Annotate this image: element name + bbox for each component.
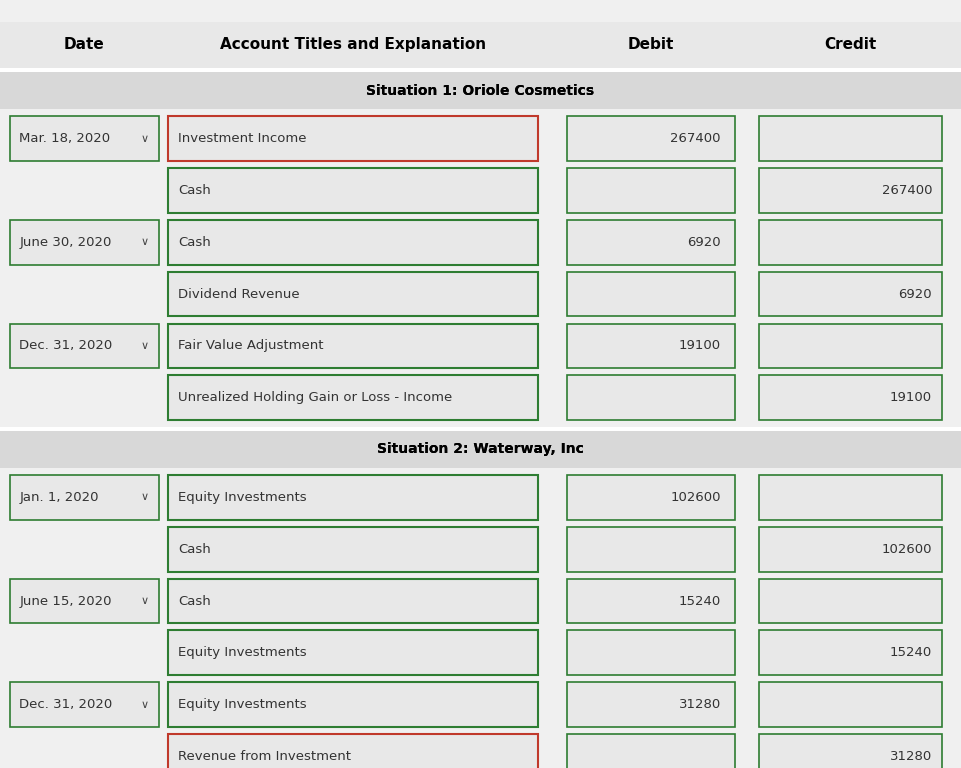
FancyBboxPatch shape bbox=[759, 376, 942, 420]
Text: 267400: 267400 bbox=[881, 184, 932, 197]
FancyBboxPatch shape bbox=[10, 579, 159, 624]
Text: 102600: 102600 bbox=[670, 491, 721, 504]
Text: Situation 1: Oriole Cosmetics: Situation 1: Oriole Cosmetics bbox=[366, 84, 595, 98]
Text: Cash: Cash bbox=[178, 184, 210, 197]
Text: Jan. 1, 2020: Jan. 1, 2020 bbox=[19, 491, 99, 504]
FancyBboxPatch shape bbox=[567, 220, 735, 264]
FancyBboxPatch shape bbox=[759, 272, 942, 316]
FancyBboxPatch shape bbox=[759, 579, 942, 624]
FancyBboxPatch shape bbox=[10, 323, 159, 368]
FancyBboxPatch shape bbox=[759, 631, 942, 675]
Text: Cash: Cash bbox=[178, 236, 210, 249]
Text: Cash: Cash bbox=[178, 594, 210, 607]
Text: Fair Value Adjustment: Fair Value Adjustment bbox=[178, 339, 323, 353]
FancyBboxPatch shape bbox=[759, 734, 942, 768]
FancyBboxPatch shape bbox=[10, 475, 159, 520]
Text: 19100: 19100 bbox=[678, 339, 721, 353]
FancyBboxPatch shape bbox=[10, 682, 159, 727]
FancyBboxPatch shape bbox=[567, 682, 735, 727]
FancyBboxPatch shape bbox=[759, 117, 942, 161]
Text: Cash: Cash bbox=[178, 543, 210, 556]
Text: Unrealized Holding Gain or Loss - Income: Unrealized Holding Gain or Loss - Income bbox=[178, 391, 452, 404]
Text: 15240: 15240 bbox=[678, 594, 721, 607]
FancyBboxPatch shape bbox=[168, 168, 538, 213]
FancyBboxPatch shape bbox=[0, 68, 961, 72]
FancyBboxPatch shape bbox=[567, 734, 735, 768]
FancyBboxPatch shape bbox=[567, 527, 735, 571]
FancyBboxPatch shape bbox=[759, 168, 942, 213]
Text: Investment Income: Investment Income bbox=[178, 132, 307, 145]
FancyBboxPatch shape bbox=[0, 22, 961, 68]
Text: Equity Investments: Equity Investments bbox=[178, 647, 307, 659]
Text: Account Titles and Explanation: Account Titles and Explanation bbox=[220, 38, 486, 52]
FancyBboxPatch shape bbox=[168, 117, 538, 161]
FancyBboxPatch shape bbox=[168, 220, 538, 264]
Text: 19100: 19100 bbox=[890, 391, 932, 404]
FancyBboxPatch shape bbox=[759, 323, 942, 368]
FancyBboxPatch shape bbox=[10, 220, 159, 264]
Text: Situation 2: Waterway, Inc: Situation 2: Waterway, Inc bbox=[377, 442, 584, 456]
FancyBboxPatch shape bbox=[759, 475, 942, 520]
Text: Dec. 31, 2020: Dec. 31, 2020 bbox=[19, 698, 112, 711]
FancyBboxPatch shape bbox=[10, 117, 159, 161]
Text: Situation 1: Oriole Cosmetics: Situation 1: Oriole Cosmetics bbox=[366, 84, 595, 98]
Text: Equity Investments: Equity Investments bbox=[178, 698, 307, 711]
Text: ∨: ∨ bbox=[140, 134, 148, 144]
Text: ∨: ∨ bbox=[140, 492, 148, 502]
FancyBboxPatch shape bbox=[0, 0, 961, 719]
Text: June 15, 2020: June 15, 2020 bbox=[19, 594, 111, 607]
Text: 31280: 31280 bbox=[678, 698, 721, 711]
FancyBboxPatch shape bbox=[567, 323, 735, 368]
Text: Dec. 31, 2020: Dec. 31, 2020 bbox=[19, 339, 112, 353]
Text: 31280: 31280 bbox=[890, 750, 932, 763]
FancyBboxPatch shape bbox=[0, 431, 961, 468]
FancyBboxPatch shape bbox=[0, 72, 961, 109]
Text: Revenue from Investment: Revenue from Investment bbox=[178, 750, 351, 763]
Text: 6920: 6920 bbox=[687, 236, 721, 249]
Text: Date: Date bbox=[63, 38, 105, 52]
Text: Credit: Credit bbox=[825, 38, 876, 52]
FancyBboxPatch shape bbox=[759, 682, 942, 727]
Text: Dividend Revenue: Dividend Revenue bbox=[178, 287, 300, 300]
FancyBboxPatch shape bbox=[567, 631, 735, 675]
Text: ∨: ∨ bbox=[140, 237, 148, 247]
FancyBboxPatch shape bbox=[168, 579, 538, 624]
FancyBboxPatch shape bbox=[567, 579, 735, 624]
Text: Equity Investments: Equity Investments bbox=[178, 491, 307, 504]
FancyBboxPatch shape bbox=[567, 475, 735, 520]
FancyBboxPatch shape bbox=[168, 527, 538, 571]
Text: 267400: 267400 bbox=[670, 132, 721, 145]
Text: Debit: Debit bbox=[628, 38, 675, 52]
FancyBboxPatch shape bbox=[168, 631, 538, 675]
FancyBboxPatch shape bbox=[168, 475, 538, 520]
Text: Mar. 18, 2020: Mar. 18, 2020 bbox=[19, 132, 111, 145]
Text: June 30, 2020: June 30, 2020 bbox=[19, 236, 111, 249]
FancyBboxPatch shape bbox=[0, 427, 961, 431]
Text: ∨: ∨ bbox=[140, 700, 148, 710]
FancyBboxPatch shape bbox=[567, 168, 735, 213]
FancyBboxPatch shape bbox=[168, 682, 538, 727]
FancyBboxPatch shape bbox=[759, 220, 942, 264]
FancyBboxPatch shape bbox=[168, 272, 538, 316]
FancyBboxPatch shape bbox=[567, 376, 735, 420]
Text: ∨: ∨ bbox=[140, 341, 148, 351]
FancyBboxPatch shape bbox=[759, 527, 942, 571]
FancyBboxPatch shape bbox=[168, 323, 538, 368]
FancyBboxPatch shape bbox=[567, 272, 735, 316]
Text: 102600: 102600 bbox=[881, 543, 932, 556]
Text: 6920: 6920 bbox=[899, 287, 932, 300]
FancyBboxPatch shape bbox=[168, 734, 538, 768]
Text: 15240: 15240 bbox=[890, 647, 932, 659]
Text: ∨: ∨ bbox=[140, 596, 148, 606]
Text: Situation 2: Waterway, Inc: Situation 2: Waterway, Inc bbox=[377, 442, 584, 456]
FancyBboxPatch shape bbox=[168, 376, 538, 420]
FancyBboxPatch shape bbox=[567, 117, 735, 161]
